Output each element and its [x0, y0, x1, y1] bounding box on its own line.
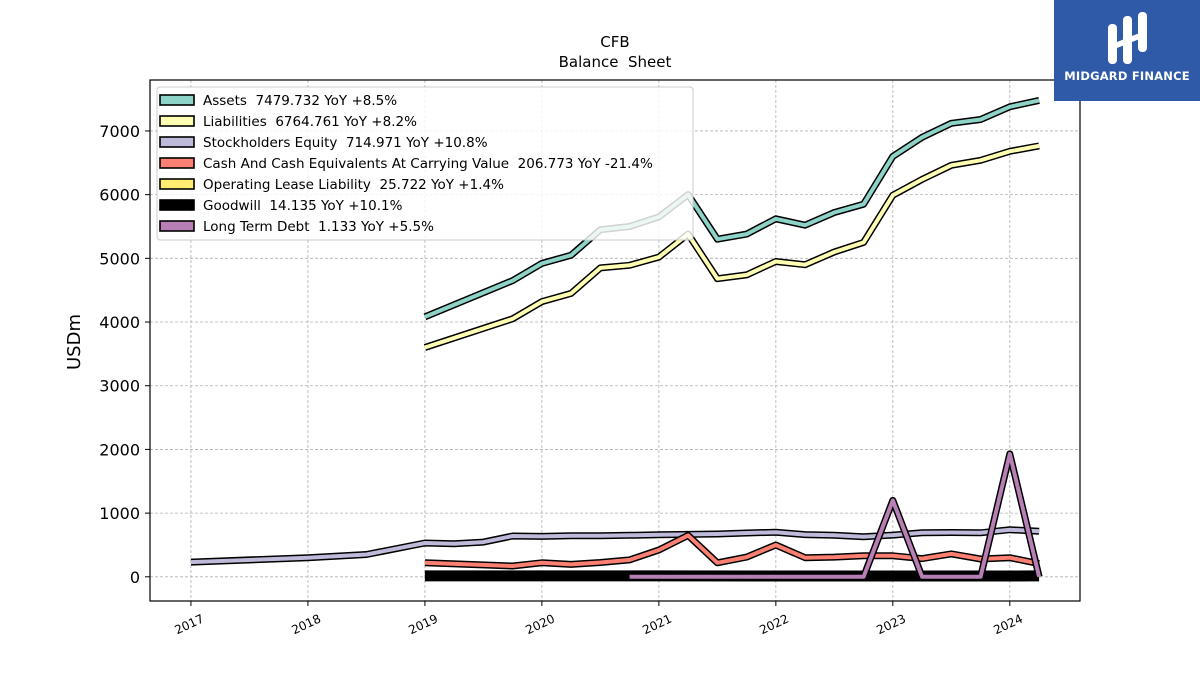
y-axis-ticks: 0 1000 2000 3000 4000 5000 6000 7000 — [99, 122, 150, 587]
legend-entry: Long Term Debt 1.133 YoY +5.5% — [203, 219, 434, 235]
legend-entry: Stockholders Equity 714.971 YoY +10.8% — [203, 135, 488, 151]
plot-series — [190, 96, 1043, 582]
y-tick-label: 0 — [130, 568, 140, 587]
legend-entry: Operating Lease Liability 25.722 YoY +1.… — [203, 177, 504, 193]
series-line — [424, 533, 1040, 568]
y-tick-label: 5000 — [99, 249, 140, 268]
x-tick-label: 2020 — [523, 612, 557, 638]
series-line — [424, 98, 1040, 319]
legend-entry: Liabilities 6764.761 YoY +8.2% — [203, 114, 417, 130]
y-tick-label: 1000 — [99, 504, 140, 523]
legend-swatch — [159, 94, 195, 106]
y-axis-label: USDm — [64, 314, 85, 370]
series-line — [424, 143, 1040, 350]
legend-box — [156, 86, 694, 241]
legend-entry: Goodwill 14.135 YoY +10.1% — [203, 198, 403, 214]
legend-entry: Cash And Cash Equivalents At Carrying Va… — [203, 156, 653, 172]
series-line — [629, 451, 1042, 579]
y-tick-label: 3000 — [99, 377, 140, 396]
brand-logo: MIDGARD FINANCE — [1054, 0, 1200, 101]
x-tick-label: 2023 — [874, 612, 908, 638]
y-tick-label: 4000 — [99, 313, 140, 332]
chart-title: CFB — [600, 33, 629, 51]
y-tick-label: 6000 — [99, 186, 140, 205]
x-tick-label: 2021 — [640, 612, 674, 638]
x-tick-label: 2017 — [172, 612, 206, 638]
series-assets — [423, 96, 1040, 321]
x-tick-label: 2018 — [289, 612, 323, 638]
legend-swatch — [159, 136, 195, 148]
brand-name: MIDGARD FINANCE — [1064, 69, 1190, 83]
legend-swatch — [159, 220, 195, 232]
series-cash-and-cash-equivalents-at-carrying-value — [424, 531, 1040, 570]
chart-subtitle: Balance Sheet — [559, 53, 672, 71]
plot-frame — [149, 79, 1081, 602]
legend: Assets 7479.732 YoY +8.5% Liabilities 676… — [156, 86, 694, 241]
x-axis-ticks: 2017 2018 2019 2020 2021 2022 2023 2024 — [172, 601, 1025, 638]
series-liabilities — [423, 142, 1040, 351]
legend-swatch — [159, 157, 195, 169]
legend-swatch — [159, 199, 195, 211]
y-tick-label: 7000 — [99, 122, 140, 141]
legend-swatch — [159, 115, 195, 127]
legend-entry: Assets 7479.732 YoY +8.5% — [203, 93, 397, 109]
series-long-term-debt — [629, 450, 1043, 581]
y-tick-label: 2000 — [99, 440, 140, 459]
x-tick-label: 2022 — [757, 612, 791, 638]
legend-swatch — [159, 178, 195, 190]
x-tick-label: 2019 — [406, 612, 440, 638]
midgard-logo-icon — [1108, 12, 1147, 64]
x-tick-label: 2024 — [991, 612, 1025, 638]
